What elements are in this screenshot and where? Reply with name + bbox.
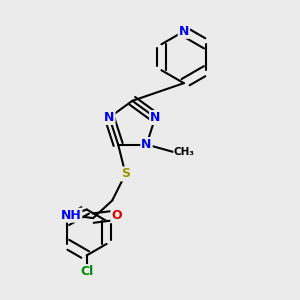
Text: Cl: Cl	[80, 265, 93, 278]
Text: S: S	[121, 167, 130, 180]
Text: N: N	[141, 138, 152, 151]
Text: O: O	[111, 209, 122, 222]
Text: N: N	[179, 25, 189, 38]
Text: NH: NH	[61, 209, 81, 222]
Text: N: N	[104, 111, 115, 124]
Text: CH₃: CH₃	[174, 147, 195, 157]
Text: N: N	[150, 111, 160, 124]
